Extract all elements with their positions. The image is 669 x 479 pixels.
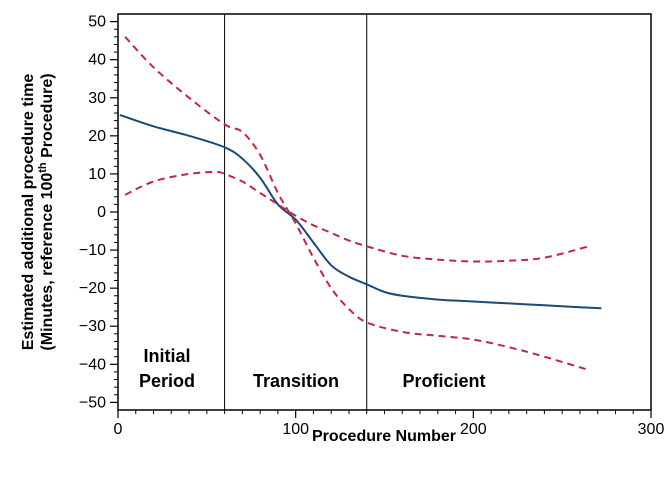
y-tick-label: 20 <box>88 128 106 145</box>
lower-ci-line <box>124 170 590 263</box>
x-axis-title: Procedure Number <box>312 428 456 445</box>
y-tick-label: 10 <box>88 166 106 183</box>
y-tick-label: −20 <box>79 280 106 297</box>
y-axis-title-prefix: (Minutes, reference 100 <box>39 173 56 351</box>
y-tick-label: 40 <box>88 52 106 69</box>
y-tick-label: 50 <box>88 14 106 31</box>
y-axis-title-line1: Estimated additional procedure time <box>20 74 37 351</box>
y-tick-label: 30 <box>88 90 106 107</box>
x-tick-label: 100 <box>282 421 309 438</box>
region-labels: Initial Period Transition Proficient <box>139 346 486 391</box>
y-tick-label: −50 <box>79 394 106 411</box>
x-tick-label: 300 <box>638 421 665 438</box>
x-tick-label: 200 <box>460 421 487 438</box>
y-tick-label: −40 <box>79 356 106 373</box>
y-axis-title-superscript: th <box>37 162 49 173</box>
y-axis-title: Estimated additional procedure time (Min… <box>20 73 56 350</box>
y-axis: 50 40 30 20 10 0 −10 −20 −30 −40 −50 <box>79 14 118 411</box>
y-tick-label: 0 <box>97 204 106 221</box>
x-axis: 0 100 200 300 <box>114 410 665 438</box>
region-label: Period <box>139 371 195 391</box>
y-axis-title-line2: (Minutes, reference 100th Procedure) <box>37 73 56 350</box>
upper-ci-line <box>124 36 590 371</box>
region-label: Initial <box>143 346 190 366</box>
y-tick-label: −30 <box>79 318 106 335</box>
x-tick-label: 0 <box>114 421 123 438</box>
estimate-line <box>119 113 602 310</box>
y-axis-title-suffix: Procedure) <box>39 73 56 162</box>
region-label: Transition <box>253 371 339 391</box>
y-tick-label: −10 <box>79 242 106 259</box>
plot-area <box>119 14 602 410</box>
region-label: Proficient <box>402 371 485 391</box>
plot-frame <box>117 13 652 411</box>
